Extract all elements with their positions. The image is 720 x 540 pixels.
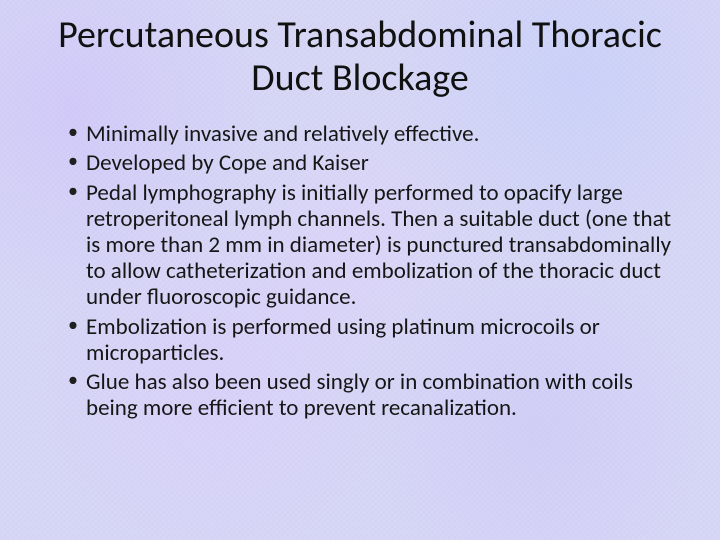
bullet-list: Minimally invasive and relatively effect… [40, 121, 680, 421]
slide-title: Percutaneous Transabdominal Thoracic Duc… [40, 14, 680, 99]
list-item: Minimally invasive and relatively effect… [68, 121, 676, 147]
list-item: Developed by Cope and Kaiser [68, 150, 676, 176]
slide: Percutaneous Transabdominal Thoracic Duc… [0, 0, 720, 540]
list-item: Pedal lymphography is initially performe… [68, 180, 676, 311]
list-item: Glue has also been used singly or in com… [68, 369, 676, 421]
list-item: Embolization is performed using platinum… [68, 314, 676, 366]
